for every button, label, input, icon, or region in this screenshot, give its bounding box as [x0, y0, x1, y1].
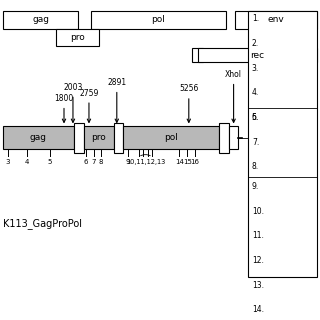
- Text: pro: pro: [91, 133, 106, 142]
- Text: 10,11,12,13: 10,11,12,13: [126, 159, 165, 165]
- Text: XhoI: XhoI: [225, 70, 242, 79]
- Text: pol: pol: [164, 133, 178, 142]
- Bar: [198, 48, 317, 62]
- Bar: [3, 126, 74, 149]
- Bar: [235, 11, 317, 29]
- Bar: [123, 126, 219, 149]
- Bar: [192, 48, 203, 62]
- Text: 4.: 4.: [252, 88, 259, 97]
- Bar: [219, 123, 229, 153]
- Text: pro: pro: [70, 33, 85, 42]
- Text: 16: 16: [191, 159, 200, 165]
- Text: 12.: 12.: [252, 256, 264, 265]
- Text: gag: gag: [32, 15, 49, 25]
- Text: pol: pol: [151, 15, 165, 25]
- Text: 6.: 6.: [252, 113, 259, 122]
- Bar: [56, 29, 99, 46]
- Text: 9.: 9.: [252, 182, 259, 191]
- Text: 1800: 1800: [54, 94, 74, 103]
- Text: 6: 6: [84, 159, 88, 165]
- Text: 10.: 10.: [252, 207, 264, 216]
- Bar: [229, 126, 238, 149]
- Text: 8.: 8.: [252, 162, 259, 171]
- Bar: [114, 123, 123, 153]
- Text: 14: 14: [175, 159, 184, 165]
- Bar: [3, 11, 78, 29]
- Text: 7.: 7.: [252, 138, 259, 147]
- Text: 8: 8: [99, 159, 103, 165]
- Text: 1.: 1.: [252, 14, 259, 23]
- Text: env: env: [268, 15, 284, 25]
- Text: 4: 4: [25, 159, 29, 165]
- Text: gag: gag: [30, 133, 47, 142]
- Text: 2759: 2759: [79, 89, 99, 98]
- Text: 2003: 2003: [63, 83, 83, 92]
- Bar: [91, 11, 226, 29]
- Text: 9: 9: [126, 159, 130, 165]
- Text: 11.: 11.: [252, 231, 264, 240]
- Text: 2891: 2891: [107, 78, 126, 87]
- Text: 5.: 5.: [252, 113, 259, 122]
- Text: 14.: 14.: [252, 305, 264, 314]
- Bar: [84, 126, 114, 149]
- Text: 3.: 3.: [252, 64, 259, 73]
- Text: rec: rec: [251, 51, 265, 60]
- Text: 2.: 2.: [252, 39, 259, 48]
- Bar: [74, 123, 84, 153]
- Text: K113_GagProPol: K113_GagProPol: [3, 218, 82, 228]
- Text: 7: 7: [92, 159, 96, 165]
- Text: 15: 15: [183, 159, 192, 165]
- Text: 5: 5: [47, 159, 52, 165]
- Text: 13.: 13.: [252, 281, 264, 290]
- Bar: [248, 11, 317, 277]
- Text: 3: 3: [6, 159, 10, 165]
- Text: 5256: 5256: [179, 84, 198, 93]
